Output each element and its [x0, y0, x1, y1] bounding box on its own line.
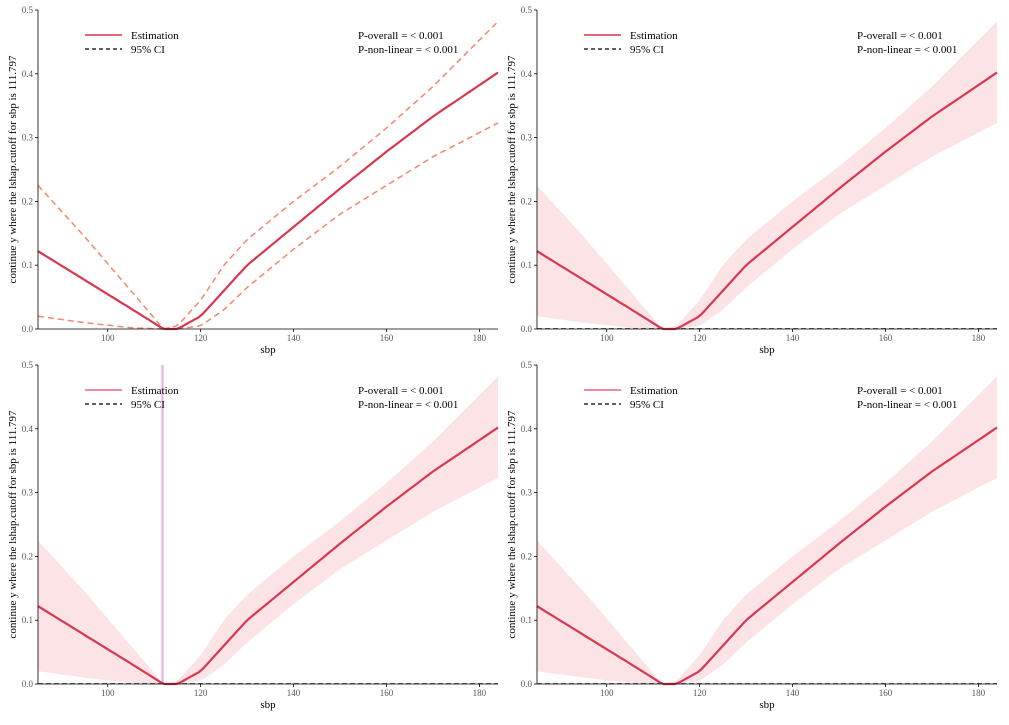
- p-nonlinear-label: P-non-linear = < 0.001: [857, 44, 957, 56]
- y-axis-label: continue y where the lshap.cutoff for sb…: [7, 410, 19, 639]
- x-axis-label: sbp: [260, 699, 276, 711]
- p-nonlinear-label: P-non-linear = < 0.001: [358, 399, 458, 411]
- y-tick-label: 0.4: [521, 69, 533, 79]
- y-tick-label: 0.3: [22, 133, 34, 143]
- y-tick-label: 0.5: [22, 360, 34, 370]
- x-tick-label: 160: [380, 333, 394, 343]
- y-tick-label: 0.4: [22, 424, 34, 434]
- y-axis-label: continue y where the lshap.cutoff for sb…: [506, 55, 518, 284]
- chart-panel-2: 0.0 0.1 0.2 0.3 0.4 0.5 100 120 140 160 180 sbp cont…: [506, 5, 998, 356]
- y-tick-label: 0.0: [22, 679, 34, 689]
- x-tick-label: 180: [972, 688, 986, 698]
- x-tick-label: 180: [473, 688, 487, 698]
- x-axis-label: sbp: [260, 344, 276, 356]
- ci-lower-line: [37, 122, 499, 330]
- y-tick-label: 0.3: [22, 488, 34, 498]
- y-tick-label: 0.1: [521, 260, 532, 270]
- x-tick-label: 100: [600, 333, 614, 343]
- y-tick-label: 0.4: [521, 424, 533, 434]
- p-overall-label: P-overall = < 0.001: [857, 385, 943, 397]
- y-tick-label: 0.2: [521, 196, 532, 206]
- chart-panel-4: 0.0 0.1 0.2 0.3 0.4 0.5 100 120 140 160 180 sbp cont…: [506, 360, 998, 711]
- legend-estimation-label: Estimation: [630, 385, 678, 397]
- ci-ribbon: [537, 21, 997, 329]
- y-tick-label: 0.1: [22, 615, 33, 625]
- x-tick-label: 100: [600, 688, 614, 698]
- x-tick-label: 180: [972, 333, 986, 343]
- x-tick-label: 120: [194, 333, 208, 343]
- p-overall-label: P-overall = < 0.001: [358, 385, 444, 397]
- y-axis-label: continue y where the lshap.cutoff for sb…: [7, 55, 19, 284]
- estimate-line: [37, 426, 499, 686]
- x-tick-label: 100: [101, 688, 115, 698]
- ci-ribbon: [537, 376, 997, 684]
- x-tick-label: 100: [101, 333, 115, 343]
- chart-panel-1: 0.0 0.1 0.2 0.3 0.4 0.5 100 120 140 160 180 sbp cont…: [7, 5, 499, 356]
- ci-ribbon: [38, 376, 498, 684]
- x-axis-label: sbp: [759, 344, 775, 356]
- x-tick-label: 120: [693, 688, 707, 698]
- legend-estimation-label: Estimation: [630, 30, 678, 42]
- p-nonlinear-label: P-non-linear = < 0.001: [358, 44, 458, 56]
- x-tick-label: 160: [879, 333, 893, 343]
- p-overall-label: P-overall = < 0.001: [358, 30, 444, 42]
- y-tick-label: 0.0: [521, 679, 533, 689]
- y-tick-label: 0.5: [22, 5, 34, 15]
- ci-upper-line: [37, 20, 499, 330]
- legend-estimation-label: Estimation: [131, 385, 179, 397]
- y-axis-label: continue y where the lshap.cutoff for sb…: [506, 410, 518, 639]
- x-tick-label: 180: [473, 333, 487, 343]
- p-overall-label: P-overall = < 0.001: [857, 30, 943, 42]
- chart-panel-3: 0.0 0.1 0.2 0.3 0.4 0.5 100 120 140 160 180 sbp cont…: [7, 360, 499, 711]
- x-tick-label: 140: [786, 333, 800, 343]
- x-axis-label: sbp: [759, 699, 775, 711]
- estimate-line: [37, 71, 499, 331]
- estimate-line: [536, 71, 998, 331]
- legend-ci-label: 95% CI: [131, 399, 165, 411]
- y-tick-label: 0.5: [521, 5, 533, 15]
- y-tick-label: 0.0: [22, 324, 34, 334]
- estimate-line: [536, 426, 998, 686]
- y-tick-label: 0.2: [22, 196, 33, 206]
- y-tick-label: 0.2: [22, 551, 33, 561]
- y-tick-label: 0.3: [521, 488, 533, 498]
- y-tick-label: 0.3: [521, 133, 533, 143]
- y-tick-label: 0.4: [22, 69, 34, 79]
- y-tick-label: 0.1: [22, 260, 33, 270]
- x-tick-label: 140: [786, 688, 800, 698]
- y-tick-label: 0.1: [521, 615, 532, 625]
- legend-estimation-label: Estimation: [131, 30, 179, 42]
- x-tick-label: 160: [879, 688, 893, 698]
- y-tick-label: 0.5: [521, 360, 533, 370]
- x-tick-label: 140: [287, 688, 301, 698]
- p-nonlinear-label: P-non-linear = < 0.001: [857, 399, 957, 411]
- x-tick-label: 140: [287, 333, 301, 343]
- y-tick-label: 0.0: [521, 324, 533, 334]
- legend-ci-label: 95% CI: [630, 44, 664, 56]
- legend-ci-label: 95% CI: [131, 44, 165, 56]
- x-tick-label: 160: [380, 688, 394, 698]
- x-tick-label: 120: [194, 688, 208, 698]
- x-tick-label: 120: [693, 333, 707, 343]
- legend-ci-label: 95% CI: [630, 399, 664, 411]
- y-tick-label: 0.2: [521, 551, 532, 561]
